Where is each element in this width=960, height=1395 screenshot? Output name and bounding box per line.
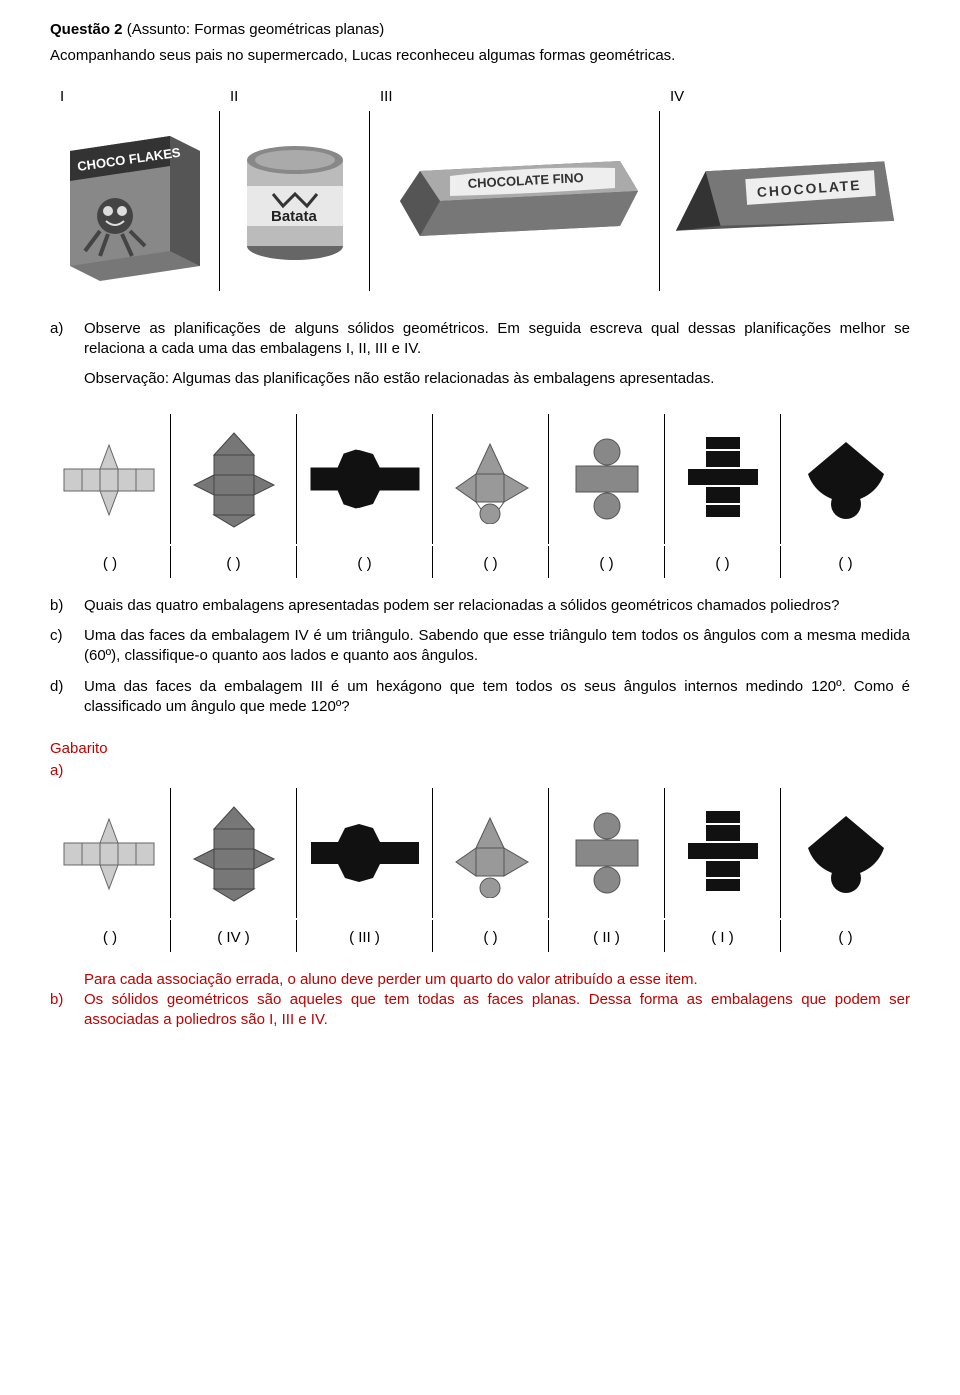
blank-ans-3: ( ) — [296, 546, 432, 578]
gab-b-letter: b) — [50, 970, 84, 1031]
gab-ans-4: ( ) — [432, 920, 548, 952]
net-cuboid-black-icon — [678, 431, 768, 526]
item-b: b) Quais das quatro embalagens apresenta… — [50, 596, 910, 616]
intro-text: Acompanhando seus pais no supermercado, … — [50, 46, 910, 66]
net-cell-2 — [170, 414, 296, 544]
blank-ans-1: ( ) — [50, 546, 170, 578]
roman-II: II — [220, 87, 370, 107]
observation-text: Observação: Algumas das planificações nã… — [84, 369, 910, 389]
gabarito-a-label: a) — [50, 761, 910, 781]
products-row: CHOCO FLAKES Batata — [50, 111, 910, 291]
question-title: Questão 2 (Assunto: Formas geométricas p… — [50, 20, 910, 40]
title-label: Questão 2 — [50, 21, 123, 38]
choco-flakes-box-icon: CHOCO FLAKES — [60, 121, 210, 281]
gab-net-cell-3 — [296, 788, 432, 918]
item-c-letter: c) — [50, 626, 84, 667]
net-triangular-prism-dark-icon — [184, 429, 284, 529]
nets-row — [50, 414, 910, 544]
item-d-letter: d) — [50, 677, 84, 718]
gabarito-final: b) Para cada associação errada, o aluno … — [50, 970, 910, 1031]
gab-ans-1: ( ) — [50, 920, 170, 952]
chocolate-fino-hex-icon: CHOCOLATE FINO — [380, 146, 650, 256]
net-pyramid-gray-icon — [446, 808, 536, 898]
item-c: c) Uma das faces da embalagem IV é um tr… — [50, 626, 910, 667]
net-cone-black-icon — [796, 434, 896, 524]
roman-IV: IV — [660, 87, 910, 107]
chocolate-prism-icon: CHOCOLATE — [666, 151, 904, 251]
product-cell-4: CHOCOLATE — [660, 111, 910, 291]
gab-answers-row: ( ) ( IV ) ( III ) ( ) ( II ) ( I ) ( ) — [50, 920, 910, 952]
gab-net-cell-2 — [170, 788, 296, 918]
net-cuboid-light-icon — [60, 439, 160, 519]
gab-b-letter-text: b) — [50, 991, 63, 1008]
gab-b-text: Os sólidos geométricos são aqueles que t… — [84, 990, 910, 1031]
product-cell-2: Batata — [220, 111, 370, 291]
gab-final-body: Para cada associação errada, o aluno dev… — [84, 970, 910, 1031]
roman-numeral-row: I II III IV — [50, 87, 910, 107]
gab-net-cell-1 — [50, 788, 170, 918]
gab-net-cell-7 — [780, 788, 910, 918]
net-cell-4 — [432, 414, 548, 544]
gab-ans-5: ( II ) — [548, 920, 664, 952]
net-cuboid-light-icon — [60, 813, 160, 893]
net-cylinder-gray-icon — [562, 434, 652, 524]
net-cell-5 — [548, 414, 664, 544]
gabarito-nets-row — [50, 788, 910, 918]
net-cell-3 — [296, 414, 432, 544]
item-b-letter: b) — [50, 596, 84, 616]
gab-ans-2: ( IV ) — [170, 920, 296, 952]
gab-net-cell-4 — [432, 788, 548, 918]
batata-can-icon: Batata — [235, 136, 355, 266]
gab-ans-3: ( III ) — [296, 920, 432, 952]
svg-text:Batata: Batata — [271, 208, 318, 225]
item-a-letter: a) — [50, 319, 84, 404]
product-cell-3: CHOCOLATE FINO — [370, 111, 660, 291]
roman-I: I — [50, 87, 220, 107]
blank-ans-7: ( ) — [780, 546, 910, 578]
item-a-body: Observe as planificações de alguns sólid… — [84, 319, 910, 404]
net-triangular-prism-dark-icon — [184, 803, 284, 903]
net-cell-1 — [50, 414, 170, 544]
net-cylinder-gray-icon — [562, 808, 652, 898]
gab-note: Para cada associação errada, o aluno dev… — [84, 970, 910, 990]
blank-ans-5: ( ) — [548, 546, 664, 578]
title-subject: (Assunto: Formas geométricas planas) — [123, 21, 385, 38]
item-a-text: Observe as planificações de alguns sólid… — [84, 320, 910, 357]
product-cell-1: CHOCO FLAKES — [50, 111, 220, 291]
net-hexagonal-prism-black-icon — [305, 808, 425, 898]
blank-answers-row: ( ) ( ) ( ) ( ) ( ) ( ) ( ) — [50, 546, 910, 578]
roman-III: III — [370, 87, 660, 107]
item-b-text: Quais das quatro embalagens apresentadas… — [84, 596, 910, 616]
gab-ans-7: ( ) — [780, 920, 910, 952]
item-d: d) Uma das faces da embalagem III é um h… — [50, 677, 910, 718]
blank-ans-6: ( ) — [664, 546, 780, 578]
gab-net-cell-5 — [548, 788, 664, 918]
item-a: a) Observe as planificações de alguns só… — [50, 319, 910, 404]
net-cell-6 — [664, 414, 780, 544]
net-hexagonal-prism-black-icon — [305, 434, 425, 524]
item-d-text: Uma das faces da embalagem III é um hexá… — [84, 677, 910, 718]
item-c-text: Uma das faces da embalagem IV é um triân… — [84, 626, 910, 667]
net-pyramid-gray-icon — [446, 434, 536, 524]
gab-ans-6: ( I ) — [664, 920, 780, 952]
gab-net-cell-6 — [664, 788, 780, 918]
net-cuboid-black-icon — [678, 805, 768, 900]
net-cone-black-icon — [796, 808, 896, 898]
gabarito-label: Gabarito — [50, 739, 910, 759]
blank-ans-2: ( ) — [170, 546, 296, 578]
blank-ans-4: ( ) — [432, 546, 548, 578]
net-cell-7 — [780, 414, 910, 544]
